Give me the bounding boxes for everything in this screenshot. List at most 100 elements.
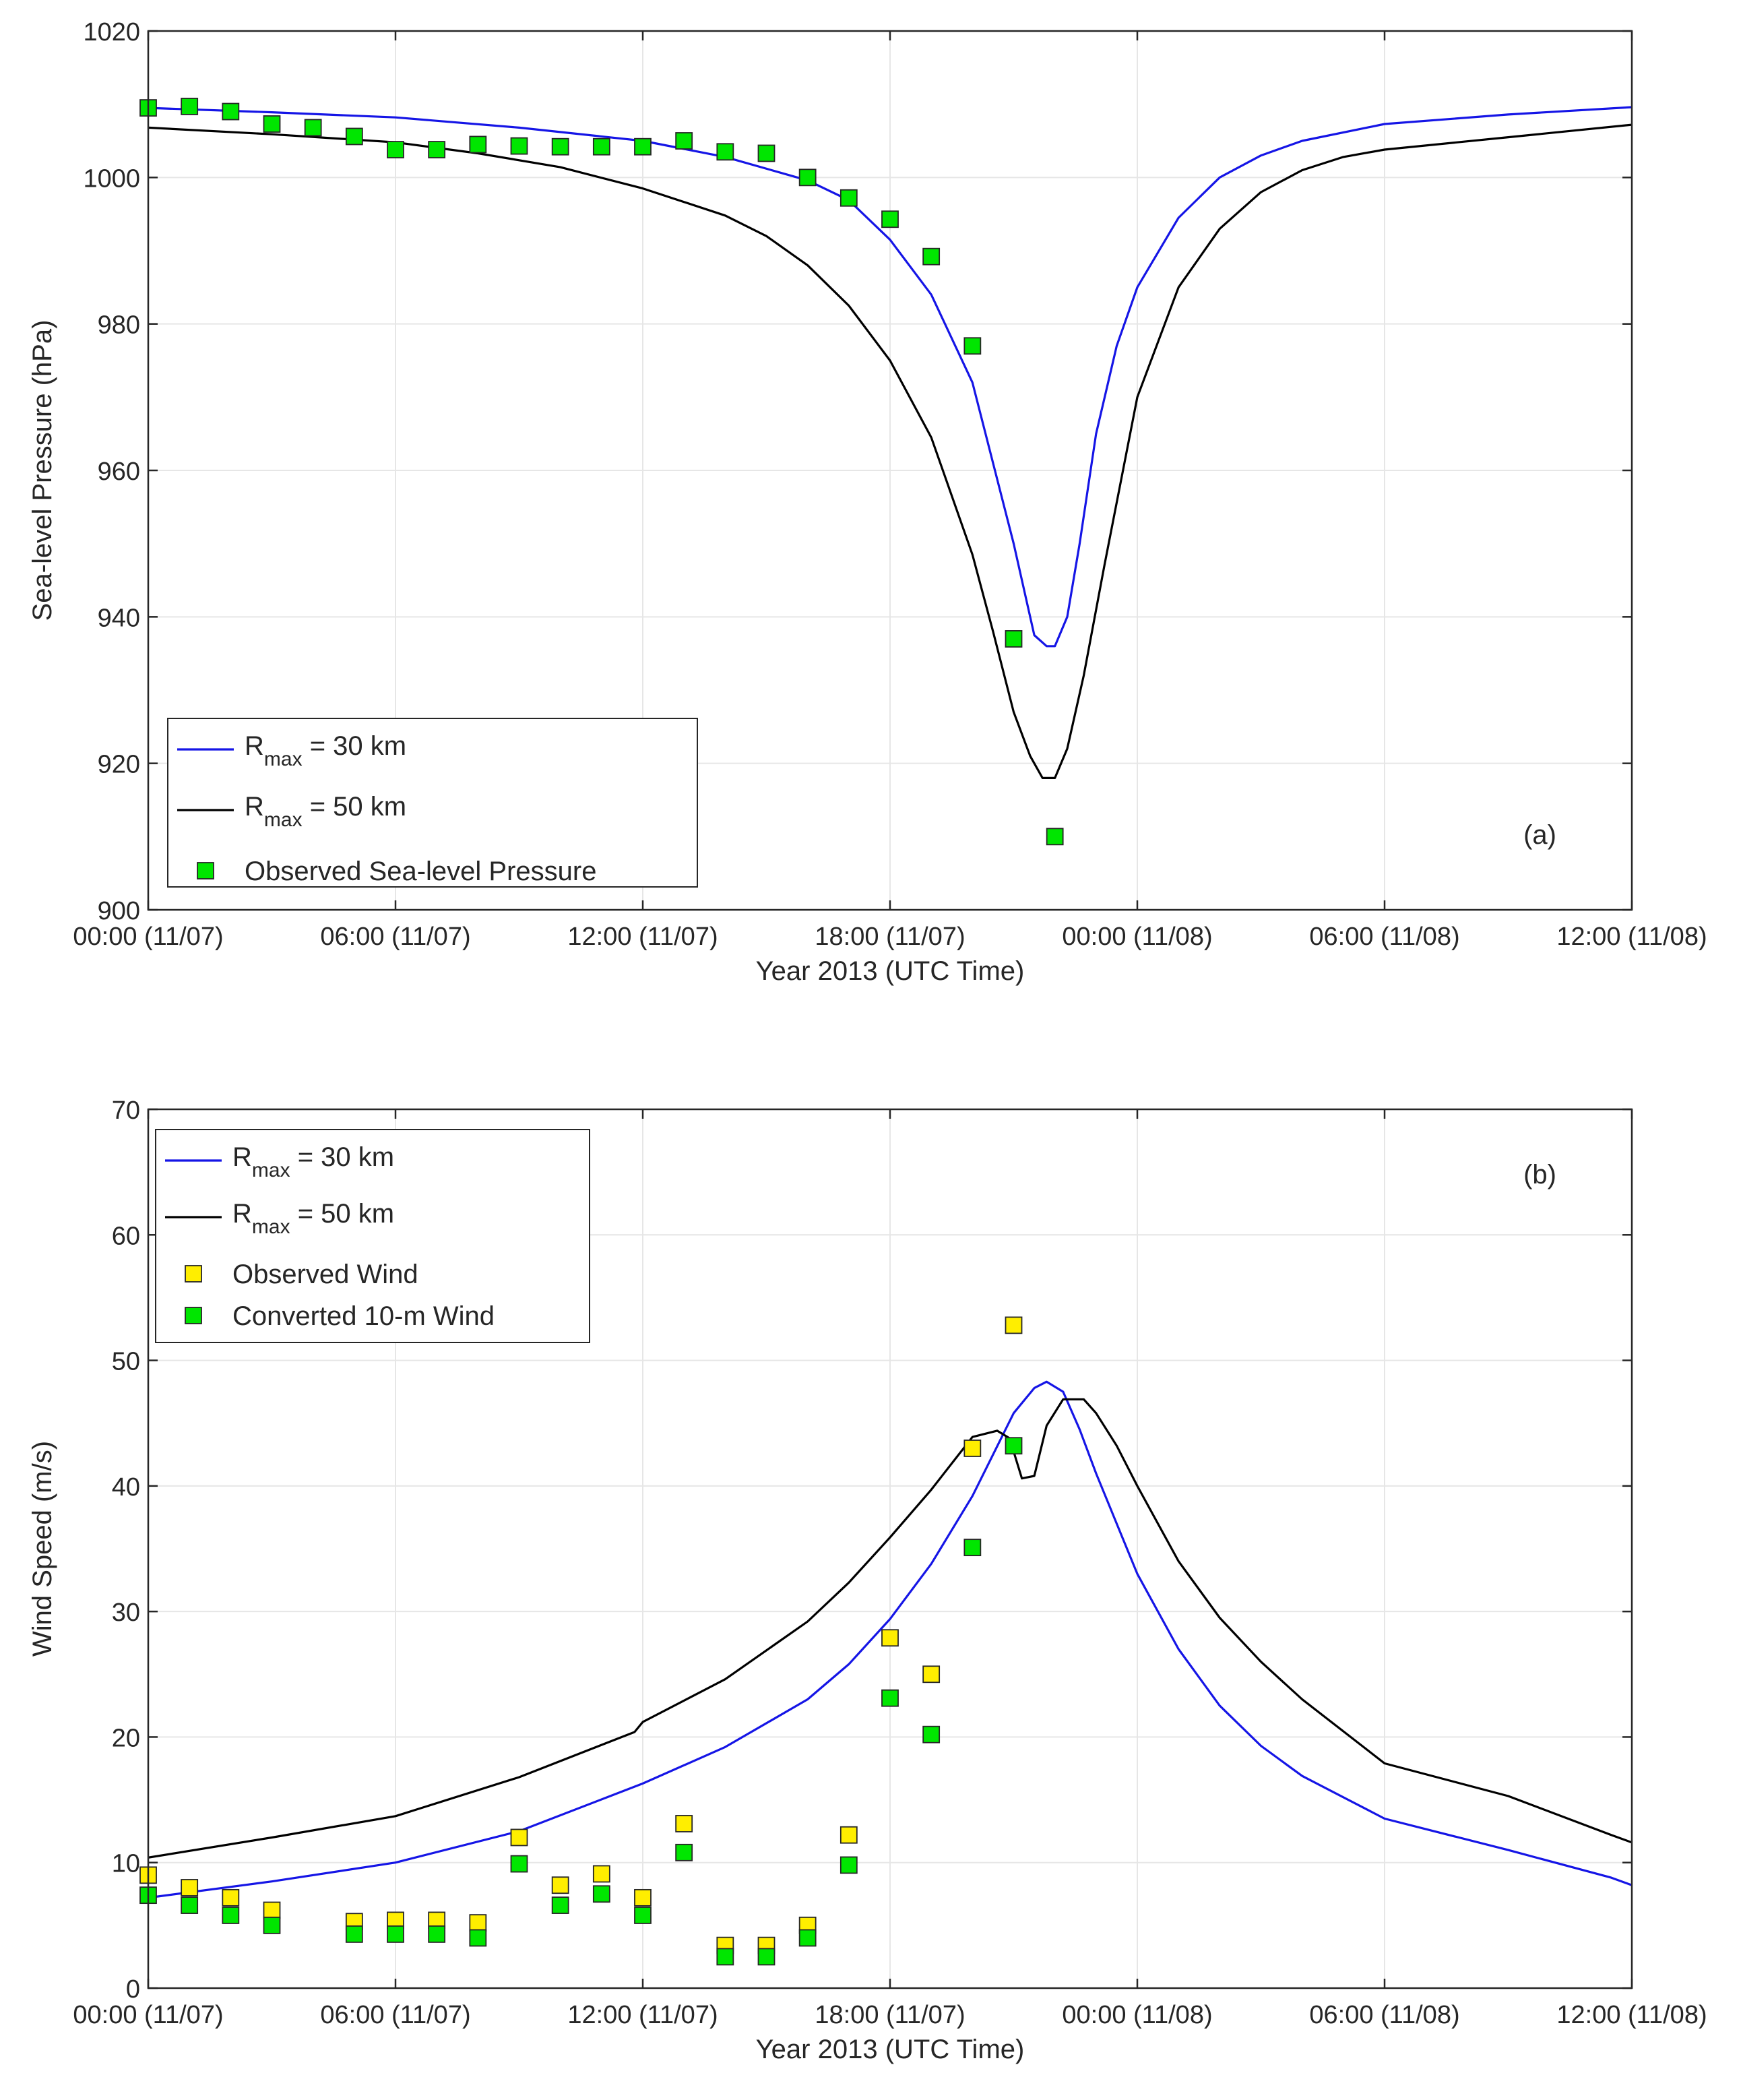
series-markers-1 [139,98,1064,846]
data-point [592,137,610,156]
data-point [798,1929,817,1947]
x-tick-label: 06:00 (11/08) [1309,2001,1459,2029]
data-point [181,98,199,115]
x-tick-label: 12:00 (11/08) [1556,2001,1707,2029]
x-axis-label: Year 2013 (UTC Time) [756,956,1025,986]
legend-item: Rmax = 50 km [177,792,406,831]
data-point [840,1856,858,1874]
data-point [634,1888,652,1907]
data-point [510,137,528,155]
legend-label: Observed Wind [232,1260,418,1289]
legend-label: Rmax = 30 km [245,731,406,770]
legend-label: Rmax = 50 km [245,792,406,831]
panel-a: 00:00 (11/07) 06:00 (11/07) 12:00 (11/07) 1… [28,18,1707,986]
legend: Rmax = 30 km Rmax = 50 km Observed Wind Con… [155,1129,590,1343]
data-point [181,1879,199,1896]
y-tick-label: 20 [112,1724,140,1752]
data-point [963,337,982,355]
y-tick-label: 1020 [83,18,140,47]
x-tick-label: 00:00 (11/08) [1062,2001,1212,2029]
y-tick-label: 60 [112,1222,140,1250]
data-point [222,1907,240,1924]
data-point [716,143,734,161]
x-tick-label: 06:00 (11/07) [320,923,470,951]
y-tick-label: 900 [98,897,140,925]
x-tick-label: 06:00 (11/07) [320,2001,470,2029]
data-point [757,144,775,162]
data-point [263,1916,281,1934]
x-tick-label: 06:00 (11/08) [1309,923,1459,951]
data-point [345,127,363,146]
data-point [304,119,322,137]
data-point [222,102,240,121]
x-tick-label: 18:00 (11/07) [815,2001,965,2029]
legend-label: Rmax = 50 km [232,1199,394,1238]
data-point [551,137,569,156]
y-tick-label: 30 [112,1599,140,1627]
legend-label: Observed Sea-level Pressure [245,857,596,886]
data-point [634,137,652,156]
series-line-1 [148,1380,1632,1899]
panel-b: 00:00 (11/07) 06:00 (11/07) 12:00 (11/07) 1… [28,1097,1707,2064]
data-point [798,168,817,187]
y-tick-label: 1000 [83,164,140,193]
data-point [1046,828,1064,846]
data-point [428,1925,446,1943]
data-point [675,1815,693,1832]
data-point [634,1907,652,1924]
legend-box [167,718,698,888]
data-point [551,1896,569,1914]
x-tick-label: 00:00 (11/07) [73,2001,223,2029]
panel-label: (b) [1523,1160,1556,1190]
data-point [1005,630,1023,648]
data-point [922,247,941,266]
series-line-2 [148,123,1632,779]
y-tick-label: 70 [112,1097,140,1125]
data-point [881,1629,899,1647]
data-point [469,135,487,154]
data-point [922,1665,941,1684]
legend-item: Observed Sea-level Pressure [197,857,596,886]
y-axis-label: Wind Speed (m/s) [28,1441,57,1657]
y-tick-label: 920 [98,751,140,779]
x-tick-label: 12:00 (11/07) [567,2001,718,2029]
y-tick-label: 980 [98,311,140,340]
y-tick-label: 0 [126,1975,140,2004]
legend-item: Rmax = 50 km [165,1199,394,1238]
panel-label: (a) [1523,820,1556,850]
y-tick-label: 40 [112,1473,140,1502]
data-point [757,1948,775,1966]
y-tick-label: 10 [112,1850,140,1878]
data-point [469,1914,487,1932]
x-tick-label: 00:00 (11/07) [73,923,223,951]
data-point [881,210,899,228]
legend-label: Rmax = 30 km [232,1142,394,1181]
y-tick-label: 50 [112,1348,140,1376]
data-point [881,1689,899,1707]
legend-box [155,1129,590,1343]
data-point [1005,1316,1023,1334]
series-markers-2 [139,1437,1023,1966]
data-point [1005,1437,1023,1455]
y-tick-label: 940 [98,604,140,632]
data-point [963,1539,982,1557]
data-point [922,1725,941,1743]
data-point [510,1828,528,1847]
data-point [675,132,693,150]
legend-item: Observed Wind [185,1260,418,1289]
data-point [840,189,858,207]
legend-item: Converted 10-m Wind [185,1301,495,1331]
data-point [963,1440,982,1457]
legend-marker-swatch [185,1265,202,1283]
x-tick-label: 12:00 (11/08) [1556,923,1707,951]
data-point [181,1896,199,1914]
data-point [263,115,281,133]
legend-marker-swatch [197,862,214,879]
data-point [222,1888,240,1907]
data-point [263,1901,281,1919]
data-point [675,1843,693,1861]
legend-item: Rmax = 30 km [177,731,406,770]
data-point [469,1929,487,1947]
x-axis-label: Year 2013 (UTC Time) [756,2035,1025,2064]
